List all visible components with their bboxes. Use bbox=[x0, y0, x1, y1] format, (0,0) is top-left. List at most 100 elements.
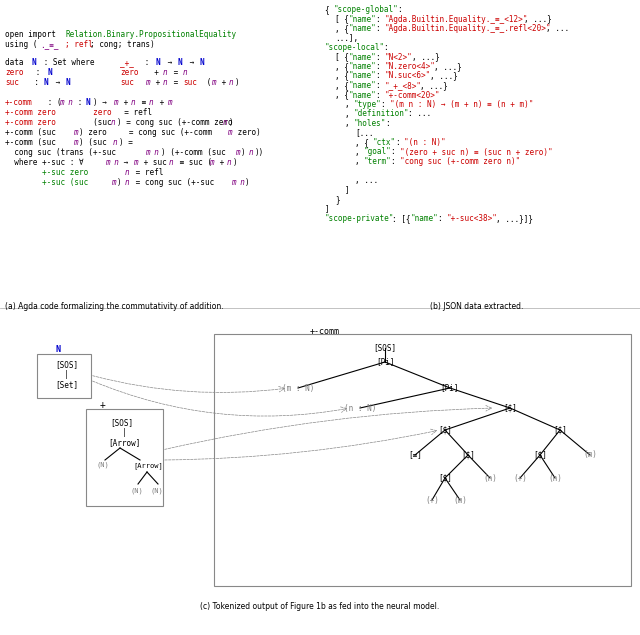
Text: n: n bbox=[183, 68, 188, 77]
Text: N: N bbox=[43, 78, 47, 87]
Text: [Set]: [Set] bbox=[55, 380, 78, 389]
Text: using (: using ( bbox=[5, 40, 37, 49]
Text: :: : bbox=[376, 62, 385, 71]
Text: m: m bbox=[73, 138, 77, 147]
Text: , {: , { bbox=[335, 24, 349, 33]
Text: : (: : ( bbox=[43, 98, 61, 107]
Text: [...: [... bbox=[355, 128, 374, 138]
Text: : Set where: : Set where bbox=[39, 58, 95, 67]
Text: [ {: [ { bbox=[335, 53, 349, 62]
Text: {: { bbox=[325, 5, 334, 14]
Text: }: } bbox=[335, 195, 340, 204]
Text: "definition": "definition" bbox=[354, 109, 410, 119]
Text: suc: suc bbox=[183, 78, 197, 87]
Text: :: : bbox=[376, 24, 385, 33]
Text: + suc: + suc bbox=[139, 158, 172, 167]
Text: (N): (N) bbox=[97, 462, 109, 469]
Text: , ...}: , ...} bbox=[434, 62, 461, 71]
Text: zero: zero bbox=[70, 108, 111, 117]
Text: ): ) bbox=[245, 178, 250, 187]
Text: [$]: [$] bbox=[553, 425, 567, 434]
Text: "N.suc<6>": "N.suc<6>" bbox=[385, 72, 431, 81]
Text: (m : N): (m : N) bbox=[282, 384, 314, 392]
Text: [Pi]: [Pi] bbox=[376, 358, 394, 366]
Text: : [{: : [{ bbox=[392, 214, 411, 223]
Text: zero: zero bbox=[120, 68, 138, 77]
Text: cong suc (trans (+-suc: cong suc (trans (+-suc bbox=[5, 148, 120, 157]
Text: :: : bbox=[376, 91, 385, 100]
Text: ,: , bbox=[345, 100, 355, 109]
Text: m n: m n bbox=[105, 158, 119, 167]
Text: [$]: [$] bbox=[503, 403, 517, 413]
Text: ; refl: ; refl bbox=[65, 40, 93, 49]
Text: "name": "name" bbox=[349, 24, 376, 33]
Text: zero): zero) bbox=[233, 128, 260, 137]
Text: :: : bbox=[391, 157, 400, 166]
Text: "name": "name" bbox=[349, 91, 376, 100]
FancyBboxPatch shape bbox=[214, 334, 631, 586]
Text: "+-suc<38>": "+-suc<38>" bbox=[447, 214, 497, 223]
Text: +-comm zero: +-comm zero bbox=[5, 118, 56, 127]
Text: n: n bbox=[125, 178, 130, 187]
Text: ) (+-comm (suc: ) (+-comm (suc bbox=[161, 148, 230, 157]
Text: +: + bbox=[119, 98, 133, 107]
Text: :: : bbox=[376, 53, 385, 62]
Text: _+_: _+_ bbox=[120, 58, 134, 67]
Text: "type": "type" bbox=[354, 100, 381, 109]
Text: , ...}: , ...} bbox=[420, 81, 448, 90]
Text: m: m bbox=[133, 158, 138, 167]
Text: +: + bbox=[100, 400, 106, 410]
Text: |: | bbox=[64, 370, 68, 379]
Text: [Arrow]: [Arrow] bbox=[133, 462, 163, 469]
Text: +: + bbox=[215, 158, 229, 167]
Text: "name": "name" bbox=[410, 214, 438, 223]
Text: n: n bbox=[111, 118, 116, 127]
Text: m n: m n bbox=[59, 98, 73, 107]
Text: n: n bbox=[227, 158, 232, 167]
Text: :: : bbox=[31, 68, 45, 77]
Text: N: N bbox=[155, 58, 159, 67]
Text: →: → bbox=[185, 58, 199, 67]
Text: = cong suc (+-comm: = cong suc (+-comm bbox=[115, 128, 217, 137]
Text: N: N bbox=[65, 78, 70, 87]
Text: n: n bbox=[249, 148, 253, 157]
Text: "(n : N)": "(n : N)" bbox=[404, 138, 446, 147]
Text: :: : bbox=[376, 72, 385, 81]
Text: (N): (N) bbox=[150, 487, 163, 493]
Text: +-comm: +-comm bbox=[5, 98, 33, 107]
Text: ._≡_: ._≡_ bbox=[40, 40, 58, 49]
Text: n: n bbox=[163, 78, 168, 87]
Text: ]: ] bbox=[345, 185, 349, 194]
Text: :: : bbox=[385, 119, 390, 128]
Text: ≡ suc (: ≡ suc ( bbox=[175, 158, 212, 167]
Text: :: : bbox=[25, 78, 44, 87]
Text: :: : bbox=[383, 43, 388, 52]
Text: +-comm (suc: +-comm (suc bbox=[5, 138, 61, 147]
Text: m: m bbox=[235, 148, 239, 157]
Text: , {: , { bbox=[335, 81, 349, 90]
Text: (n): (n) bbox=[548, 474, 562, 483]
Text: data: data bbox=[5, 58, 28, 67]
Text: [ {: [ { bbox=[335, 15, 349, 23]
Text: ,: , bbox=[345, 119, 355, 128]
Text: "name": "name" bbox=[349, 62, 376, 71]
Text: "scope-global": "scope-global" bbox=[334, 5, 399, 14]
Text: "scope-local": "scope-local" bbox=[325, 43, 385, 52]
Text: (n): (n) bbox=[483, 474, 497, 483]
Text: suc: suc bbox=[120, 78, 134, 87]
Text: m: m bbox=[145, 78, 150, 87]
Text: "ctx": "ctx" bbox=[373, 138, 396, 147]
Text: , ...}: , ...} bbox=[524, 15, 552, 23]
Text: :: : bbox=[73, 98, 87, 107]
Text: m: m bbox=[111, 178, 116, 187]
Text: , ...}]}: , ...}]} bbox=[496, 214, 533, 223]
Text: ≡: ≡ bbox=[137, 98, 151, 107]
Text: n: n bbox=[131, 98, 136, 107]
Text: = refl: = refl bbox=[131, 168, 163, 177]
Text: [SOS]: [SOS] bbox=[373, 344, 397, 352]
Text: "_+_<8>": "_+_<8>" bbox=[385, 81, 422, 90]
Text: , {: , { bbox=[355, 138, 374, 147]
Text: ) = cong suc (+-comm zero: ) = cong suc (+-comm zero bbox=[117, 118, 237, 127]
Text: m: m bbox=[113, 98, 118, 107]
Text: N: N bbox=[55, 345, 60, 354]
